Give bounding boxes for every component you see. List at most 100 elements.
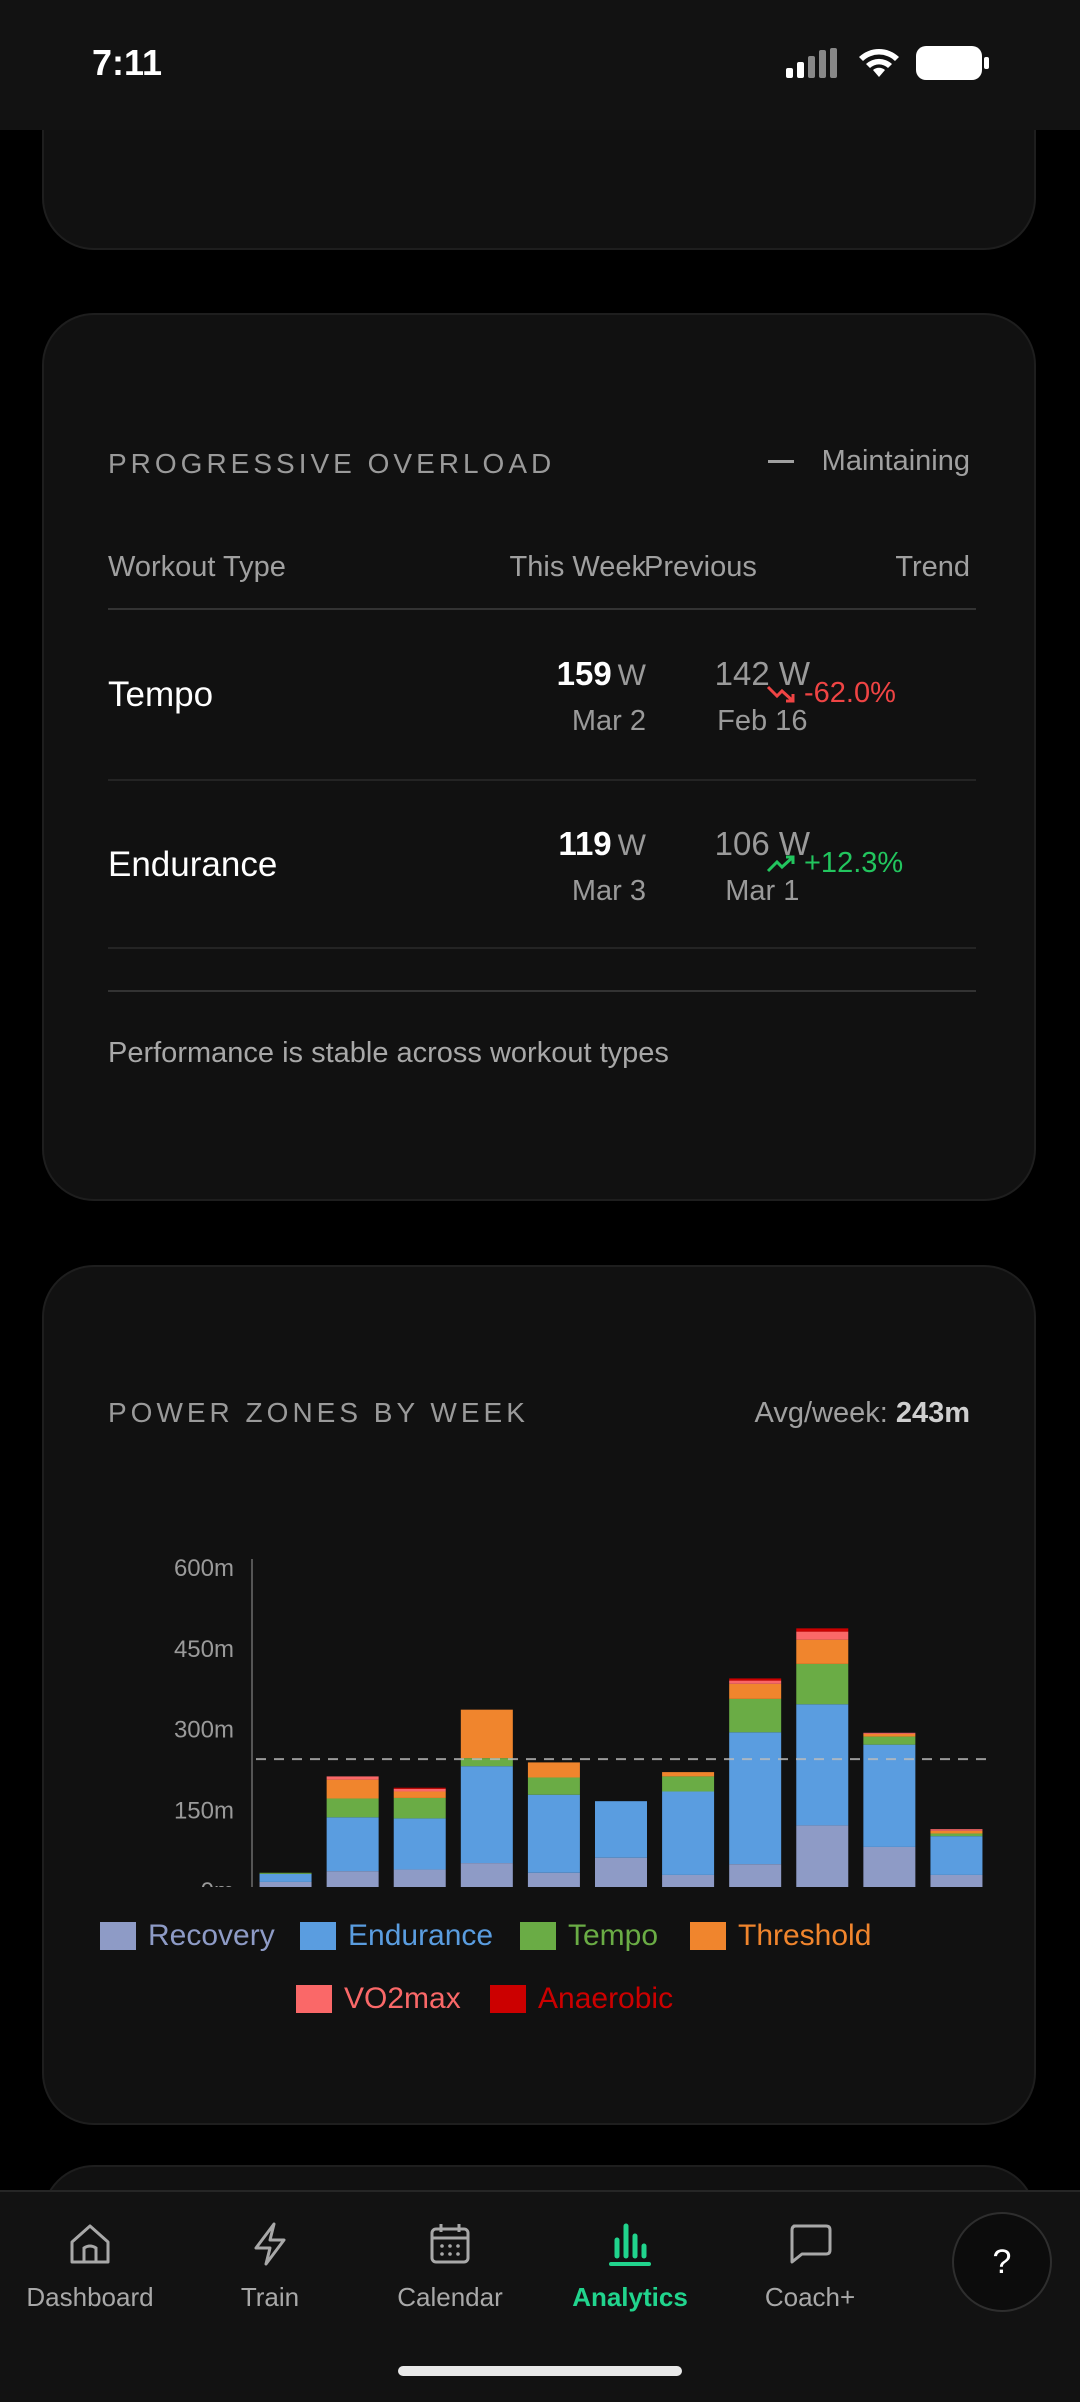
nav-label: Dashboard xyxy=(26,2282,154,2312)
row-workout-name: Endurance xyxy=(108,845,278,884)
help-button[interactable]: ? xyxy=(952,2212,1052,2312)
nav-analytics[interactable]: Analytics xyxy=(540,2220,720,2313)
nav-calendar[interactable]: Calendar xyxy=(360,2220,540,2313)
bar-segment-recovery xyxy=(863,1846,916,1887)
column-this-week: This Week xyxy=(509,551,646,583)
trend-cell: +12.3% xyxy=(766,847,903,880)
bar-segment-recovery xyxy=(662,1874,715,1887)
bar-segment-tempo xyxy=(393,1797,446,1819)
this-week-unit: W xyxy=(617,659,646,692)
this-week-unit: W xyxy=(617,829,646,862)
y-tick-label: 450m xyxy=(174,1636,234,1663)
bar-segment-tempo xyxy=(259,1872,312,1874)
power-zones-chart: 0m150m300m450m600mDec 22Jan 5Jan 19Feb 2… xyxy=(174,1555,990,1887)
overload-summary: Performance is stable across workout typ… xyxy=(108,1037,669,1069)
bar-segment-threshold xyxy=(393,1791,446,1798)
legend-vo2max[interactable]: VO2max xyxy=(296,1982,461,2016)
legend-threshold[interactable]: Threshold xyxy=(690,1919,871,1953)
bar-segment-anaerobic xyxy=(796,1628,849,1632)
bar-segment-recovery xyxy=(527,1872,580,1887)
legend-endurance[interactable]: Endurance xyxy=(300,1919,493,1953)
row-workout-name: Tempo xyxy=(108,675,214,714)
bar-segment-threshold xyxy=(460,1709,513,1759)
bar-segment-vo2max xyxy=(393,1788,446,1792)
trending-up-icon xyxy=(766,855,795,872)
bar-segment-endurance xyxy=(259,1873,312,1882)
bar-segment-tempo xyxy=(796,1663,849,1705)
bar-segment-threshold xyxy=(863,1733,916,1737)
this-week-cell: 159 W Mar 2 xyxy=(557,655,646,738)
legend-swatch xyxy=(690,1922,726,1950)
bar-segment-endurance xyxy=(729,1732,782,1865)
previous-value: 142 W xyxy=(714,655,810,692)
trend-value: -62.0% xyxy=(804,677,896,709)
bar-segment-tempo xyxy=(729,1698,782,1733)
status-time: 7:11 xyxy=(92,42,163,83)
this-week-date: Mar 2 xyxy=(571,705,646,737)
chat-icon xyxy=(790,2224,832,2264)
avg-value: 243m xyxy=(895,1397,970,1429)
legend-recovery[interactable]: Recovery xyxy=(100,1919,275,1953)
home-indicator[interactable] xyxy=(398,2366,682,2376)
legend-label: Tempo xyxy=(568,1919,659,1952)
this-week-cell: 119 W Mar 3 xyxy=(558,825,646,908)
nav-label: Train xyxy=(240,2282,300,2312)
trend-value: +12.3% xyxy=(804,847,904,879)
bar-segment-vo2max xyxy=(326,1776,379,1780)
battery-icon xyxy=(916,46,989,80)
bar-segment-tempo xyxy=(662,1776,715,1792)
bar-segment-threshold xyxy=(326,1779,379,1799)
bar-segment-threshold xyxy=(729,1683,782,1699)
legend-swatch xyxy=(100,1922,136,1950)
nav-label: Analytics xyxy=(572,2282,688,2312)
dash-icon xyxy=(767,460,794,463)
signal-icon xyxy=(786,48,837,78)
home-icon xyxy=(70,2224,110,2264)
table-header-divider xyxy=(108,608,976,610)
overload-status-label: Maintaining xyxy=(821,445,970,477)
y-tick-label: 0m xyxy=(201,1878,234,1887)
bar-chart-icon xyxy=(609,2223,651,2266)
overload-status: Maintaining xyxy=(767,445,970,478)
bar-segment-recovery xyxy=(595,1857,647,1887)
legend-label: Threshold xyxy=(738,1919,872,1952)
status-icons xyxy=(786,46,990,80)
trend-cell: -62.0% xyxy=(766,677,896,710)
progressive-overload-title: PROGRESSIVE OVERLOAD xyxy=(108,448,556,479)
bar-segment-anaerobic xyxy=(729,1678,782,1681)
nav-coach[interactable]: Coach+ xyxy=(720,2220,900,2313)
bar-segment-recovery xyxy=(326,1871,379,1887)
bar-segment-endurance xyxy=(326,1817,379,1872)
this-week-value: 159 xyxy=(556,655,612,692)
bar-segment-endurance xyxy=(527,1794,580,1873)
bar-segment-endurance xyxy=(796,1704,849,1826)
nav-dashboard[interactable]: Dashboard xyxy=(0,2220,180,2313)
lightning-icon xyxy=(254,2222,286,2266)
bar-segment-endurance xyxy=(930,1836,983,1875)
legend-label: VO2max xyxy=(344,1982,461,2015)
bar-segment-threshold xyxy=(796,1639,849,1664)
bar-segment-tempo xyxy=(930,1833,983,1837)
bar-segment-recovery xyxy=(729,1864,782,1887)
bar-segment-threshold xyxy=(930,1830,983,1834)
legend-swatch xyxy=(490,1985,526,2013)
progressive-overload-card: PROGRESSIVE OVERLOAD Maintaining Workout… xyxy=(42,313,1036,1201)
bar-segment-recovery xyxy=(393,1869,446,1887)
column-trend: Trend xyxy=(895,551,970,583)
legend-anaerobic[interactable]: Anaerobic xyxy=(490,1982,673,2016)
this-week-value: 119 xyxy=(558,825,612,862)
bar-segment-vo2max xyxy=(863,1732,916,1734)
bar-segment-endurance xyxy=(393,1818,446,1870)
legend-swatch xyxy=(296,1985,332,2013)
row-divider xyxy=(108,947,976,949)
bar-segment-endurance xyxy=(460,1766,513,1864)
legend-label: Endurance xyxy=(348,1919,494,1952)
legend-swatch xyxy=(300,1922,336,1950)
bar-segment-threshold xyxy=(527,1762,580,1778)
nav-train[interactable]: Train xyxy=(180,2220,360,2313)
legend-tempo[interactable]: Tempo xyxy=(520,1919,658,1953)
avg-label: Avg/week: xyxy=(754,1397,896,1429)
status-bar: 7:11 xyxy=(0,0,1080,130)
bar-segment-tempo xyxy=(527,1777,580,1795)
previous-date: Feb 16 xyxy=(717,705,808,737)
